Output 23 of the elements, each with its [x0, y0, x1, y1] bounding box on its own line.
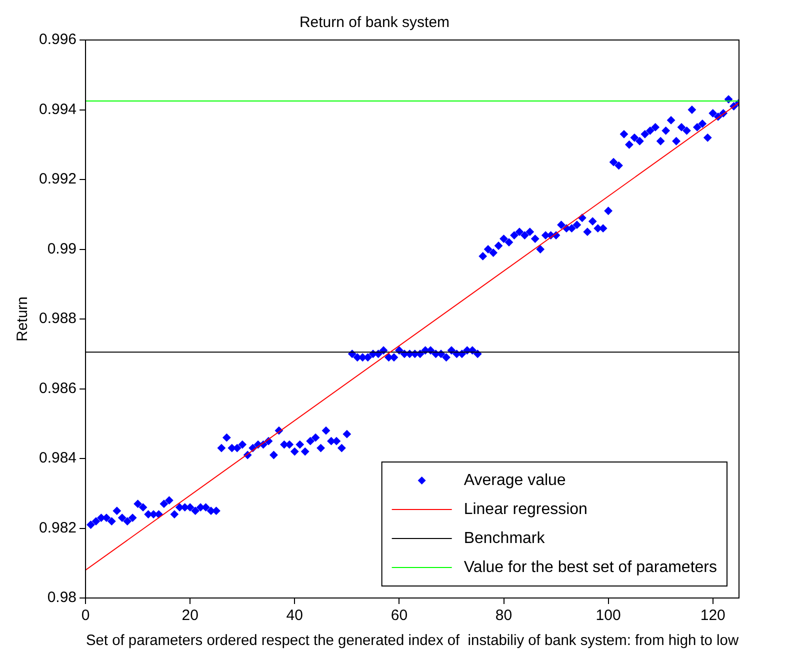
chart-title: Return of bank system — [299, 14, 450, 32]
x-tick-label: 60 — [390, 607, 408, 624]
x-axis-title: Set of parameters ordered respect the generated index of instabiliy of bank system: from high to low — [86, 633, 739, 650]
x-tick-label: 40 — [286, 607, 303, 624]
y-tick-label: 0.98 — [47, 589, 77, 606]
x-tick-label: 120 — [700, 607, 726, 624]
y-axis-title: Return — [14, 296, 32, 342]
y-tick-label: 0.99 — [47, 240, 77, 258]
y-tick-label: 0.984 — [38, 450, 77, 467]
legend-label: Benchmark — [464, 530, 546, 547]
y-tick-label: 0.982 — [38, 519, 77, 536]
legend-label: Value for the best set of parameters — [464, 558, 717, 576]
y-tick-label: 0.992 — [38, 170, 77, 188]
x-tick-label: 80 — [495, 607, 512, 624]
x-tick-label: 20 — [182, 607, 198, 624]
legend-label: Average value — [464, 472, 566, 489]
legend-label: Linear regression — [464, 500, 588, 518]
y-tick-label: 0.994 — [38, 100, 77, 118]
x-tick-label: 0 — [81, 607, 90, 624]
x-tick-label: 100 — [596, 607, 621, 624]
y-tick-label: 0.986 — [38, 380, 77, 397]
y-tick-label: 0.996 — [38, 31, 77, 48]
y-tick-label: 0.988 — [38, 310, 77, 328]
